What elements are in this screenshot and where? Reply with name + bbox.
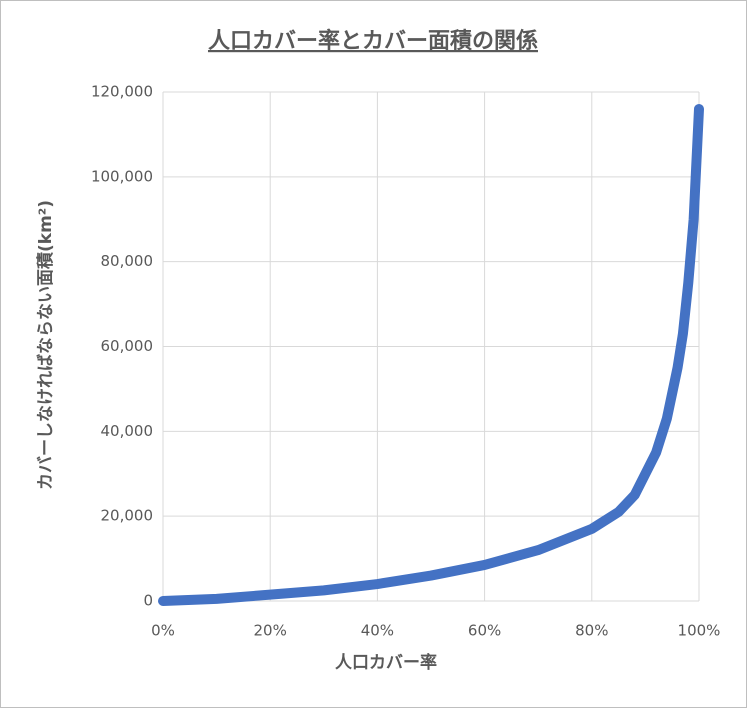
- y-tick-label: 40,000: [101, 422, 154, 440]
- y-axis-label: カバーしなければならない面積(km²): [35, 200, 56, 490]
- x-axis-label: 人口カバー率: [335, 652, 437, 673]
- x-tick-label: 0%: [151, 622, 175, 640]
- x-tick-label: 40%: [361, 622, 394, 640]
- y-tick-label: 0: [143, 592, 153, 610]
- y-tick-label: 60,000: [101, 337, 154, 355]
- x-tick-label: 80%: [575, 622, 608, 640]
- y-tick-label: 100,000: [91, 167, 153, 185]
- x-tick-label: 20%: [254, 622, 287, 640]
- y-tick-label: 80,000: [101, 252, 154, 270]
- y-tick-label: 120,000: [91, 83, 153, 101]
- y-tick-label: 20,000: [101, 507, 154, 525]
- chart-title: 人口カバー率とカバー面積の関係: [208, 28, 538, 54]
- data-line: [158, 103, 704, 606]
- x-tick-label: 60%: [468, 622, 501, 640]
- x-tick-label: 100%: [678, 622, 721, 640]
